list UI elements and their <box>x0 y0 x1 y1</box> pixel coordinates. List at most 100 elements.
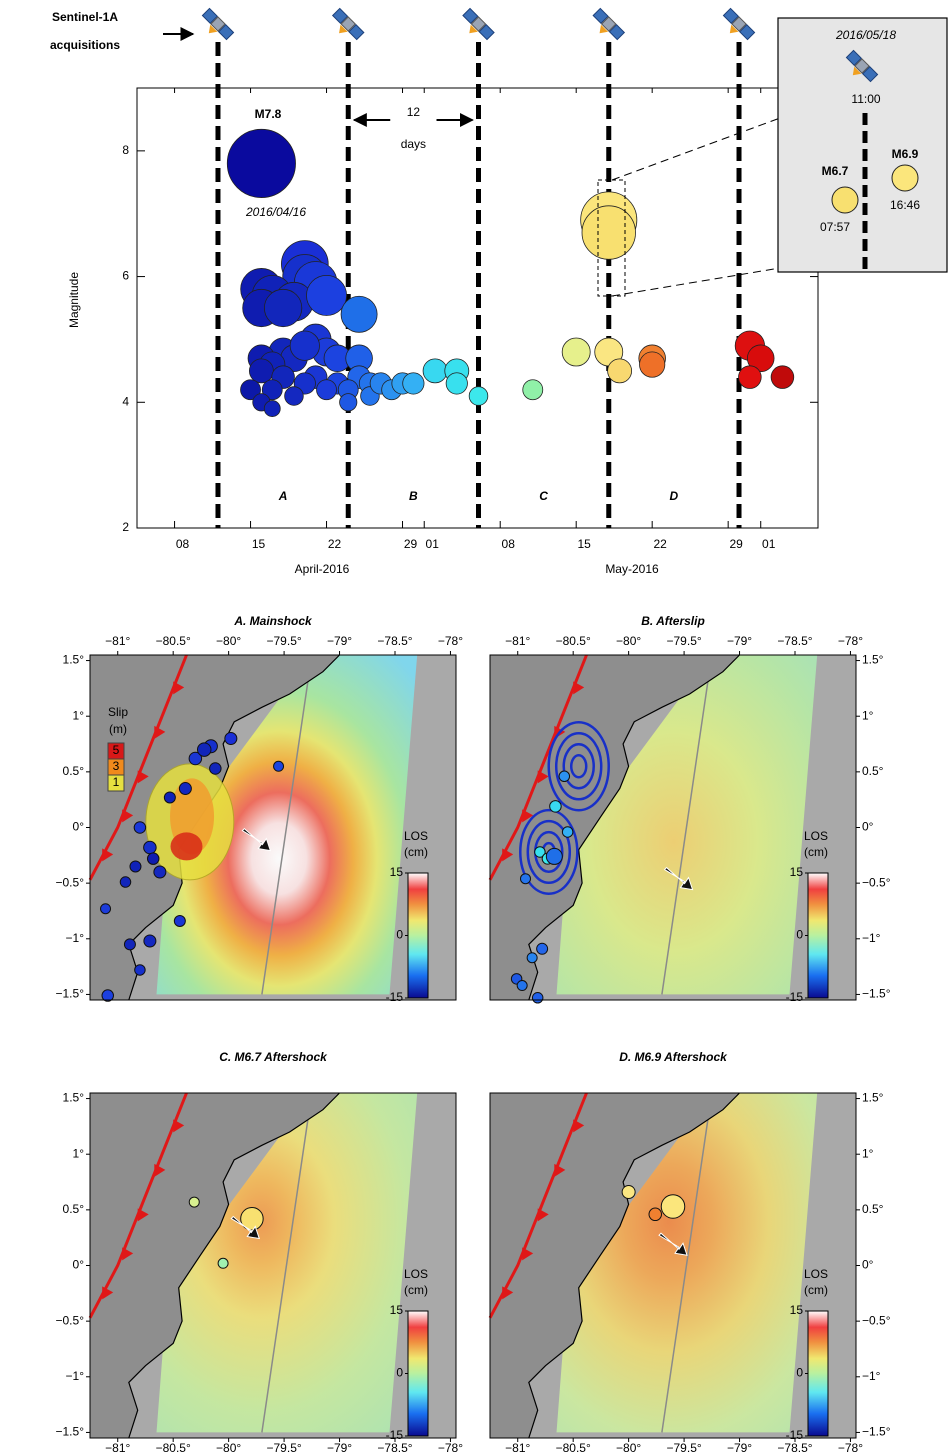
inset-event-time: 07:57 <box>820 220 850 234</box>
lon-tick-label: −79° <box>327 634 352 648</box>
lon-tick-label: −80° <box>216 634 241 648</box>
x-tick-label: 08 <box>176 537 190 551</box>
colorbar-tick-label: 0 <box>396 1366 403 1380</box>
colorbar-tick-label: -15 <box>386 990 404 1004</box>
epicenter <box>532 993 543 1004</box>
epicenter <box>147 853 159 865</box>
epicenter <box>218 1258 228 1268</box>
y-tick-label: 2 <box>122 520 129 534</box>
lon-tick-label: −80.5° <box>556 1441 591 1455</box>
epicenter <box>537 943 548 954</box>
window-label: B <box>409 489 418 503</box>
lat-tick-label: 1° <box>862 708 874 722</box>
y-tick-label: 6 <box>122 269 129 283</box>
x-tick-label: 15 <box>578 537 592 551</box>
slip-legend-tick: 3 <box>113 759 120 773</box>
x-tick-label: 01 <box>762 537 776 551</box>
lat-tick-label: −1.5° <box>862 1425 891 1439</box>
event-point <box>446 373 467 394</box>
epicenter <box>130 861 141 872</box>
slip-legend-tick: 5 <box>113 743 120 757</box>
x-axis-label: April-2016 <box>295 562 350 576</box>
colorbar-tick-label: 15 <box>390 1303 404 1317</box>
event-point <box>285 387 304 406</box>
satellite-icon <box>718 8 755 45</box>
inset-box <box>778 18 947 272</box>
colorbar-tick-label: 15 <box>390 865 404 879</box>
lat-tick-label: 0.5° <box>862 764 884 778</box>
lon-tick-label: −80° <box>616 1441 641 1455</box>
event-point <box>469 387 488 406</box>
mainshock-date: 2016/04/16 <box>245 205 306 219</box>
epicenter <box>546 848 562 864</box>
epicenter <box>134 822 146 834</box>
event-point <box>403 373 424 394</box>
lat-tick-label: −0.5° <box>56 875 85 889</box>
event-point <box>227 129 295 197</box>
map-panel: LOS(cm)150-15−81°−80.5°−80°−79.5°−79°−78… <box>490 634 891 1004</box>
lat-tick-label: 1° <box>862 1146 874 1160</box>
lat-tick-label: −1.5° <box>862 987 891 1001</box>
colorbar-label: LOS <box>804 1267 828 1281</box>
lat-tick-label: −1° <box>66 931 85 945</box>
lat-tick-label: 1.5° <box>63 653 85 667</box>
colorbar-label: LOS <box>804 829 828 843</box>
lon-tick-label: −79.5° <box>667 1441 702 1455</box>
map-panel: LOS(cm)150-15−81°−80.5°−80°−79.5°−79°−78… <box>490 1091 891 1455</box>
lat-tick-label: 0° <box>862 820 874 834</box>
event-point <box>423 359 447 383</box>
window-label: D <box>670 489 679 503</box>
lon-tick-label: −80° <box>216 1441 241 1455</box>
event-point <box>249 359 273 383</box>
x-tick-label: 29 <box>404 537 418 551</box>
x-tick-label: 22 <box>653 537 667 551</box>
figure: 246808152229010815222901April-2016May-20… <box>0 0 948 1455</box>
colorbar-tick-label: 15 <box>790 865 804 879</box>
epicenter <box>559 771 570 782</box>
colorbar-label: LOS <box>404 1267 428 1281</box>
epicenter <box>174 915 185 926</box>
epicenter <box>649 1208 662 1221</box>
lon-tick-label: −79° <box>727 634 752 648</box>
lon-tick-label: −79.5° <box>267 1441 302 1455</box>
colorbar-label: (cm) <box>404 845 428 859</box>
event-point <box>264 289 301 326</box>
epicenter <box>550 801 562 813</box>
event-point <box>639 352 664 377</box>
lon-tick-label: −79° <box>727 1441 752 1455</box>
lat-tick-label: 1.5° <box>862 1091 884 1105</box>
lon-tick-label: −81° <box>105 634 130 648</box>
epicenter <box>124 939 135 950</box>
epicenter <box>225 732 237 744</box>
colorbar-label: (cm) <box>804 1283 828 1297</box>
lat-tick-label: 0.5° <box>63 764 85 778</box>
epicenter <box>517 981 527 991</box>
x-tick-label: 22 <box>328 537 342 551</box>
lat-tick-label: 1.5° <box>63 1091 85 1105</box>
map-title: D. M6.9 Aftershock <box>619 1050 728 1064</box>
colorbar <box>408 873 428 998</box>
x-axis-label: May-2016 <box>605 562 659 576</box>
lon-tick-label: −80.5° <box>156 1441 191 1455</box>
lat-tick-label: 0° <box>73 820 85 834</box>
lon-tick-label: −81° <box>505 634 530 648</box>
lat-tick-label: −1.5° <box>56 1425 85 1439</box>
event-point <box>306 275 346 315</box>
epicenter <box>144 841 157 854</box>
inset-date: 2016/05/18 <box>835 28 896 42</box>
lon-tick-label: −78° <box>438 1441 463 1455</box>
map-title: A. Mainshock <box>233 614 313 628</box>
satellite-icon <box>197 8 234 45</box>
event-point <box>290 331 319 360</box>
lat-tick-label: −0.5° <box>862 875 891 889</box>
epicenter <box>101 904 111 914</box>
window-label: C <box>539 489 548 503</box>
lon-tick-label: −80.5° <box>156 634 191 648</box>
zoom-connector <box>612 118 780 180</box>
lon-tick-label: −80° <box>616 634 641 648</box>
x-tick-label: 01 <box>426 537 440 551</box>
slip-patch <box>170 832 202 860</box>
event-point <box>739 366 762 389</box>
inset-event <box>892 165 918 191</box>
lat-tick-label: 1° <box>73 1146 85 1160</box>
